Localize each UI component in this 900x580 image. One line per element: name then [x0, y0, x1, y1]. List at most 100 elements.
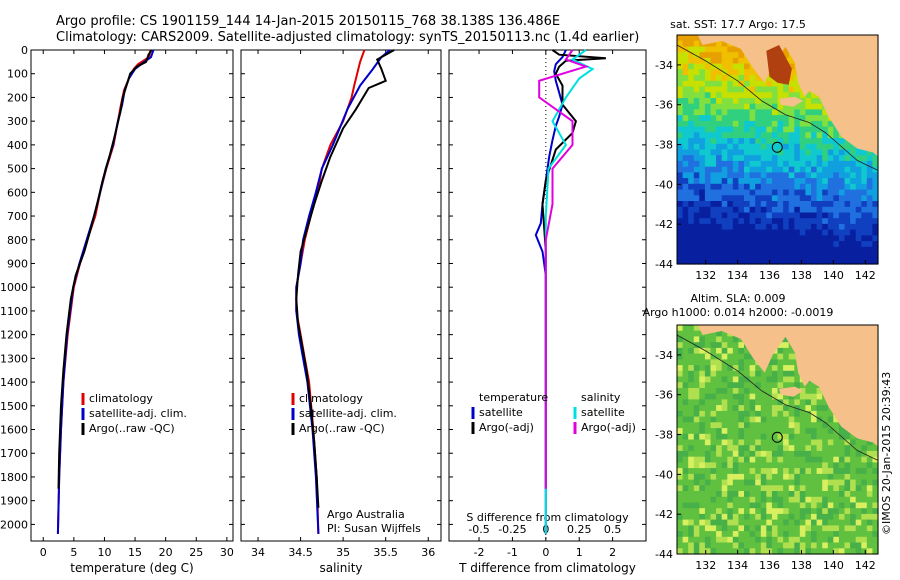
- salinity-series-climatology: [295, 49, 366, 534]
- depth-tick-label: 400: [7, 139, 28, 152]
- depth-tick-label: 1500: [0, 400, 28, 413]
- map-sst-xtick-label: 134: [727, 269, 748, 282]
- difference-xtick-label: 2: [609, 546, 616, 559]
- temperature-legend-label: satellite-adj. clim.: [89, 407, 187, 420]
- salinity-xtick-label: 34: [251, 546, 265, 559]
- temperature-series-argorawqc: [57, 49, 153, 489]
- map-sst-ytick-label: -34: [655, 59, 673, 72]
- map-sla-isobath: [676, 334, 879, 461]
- depth-tick-label: 1900: [0, 495, 28, 508]
- salinity-legend-label: climatology: [299, 392, 363, 405]
- temperature-xtick-label: 25: [189, 546, 203, 559]
- map-sla-xtick-label: 142: [855, 559, 876, 572]
- temperature-xlabel: temperature (deg C): [70, 561, 193, 575]
- salinity-series-argorawqc: [295, 49, 395, 508]
- difference-xtick-label: 0: [542, 546, 549, 559]
- depth-tick-label: 1400: [0, 376, 28, 389]
- salinity-xtick-label: 35.5: [373, 546, 398, 559]
- depth-tick-label: 0: [21, 44, 28, 57]
- salinity-diff-xlabel: S difference from climatology: [466, 511, 629, 524]
- depth-tick-label: 1300: [0, 352, 28, 365]
- map-sst-xtick-label: 138: [791, 269, 812, 282]
- map-sst-ytick-label: -38: [655, 139, 673, 152]
- map-sla-ytick-label: -44: [655, 548, 673, 561]
- salinity-xtick-label: 34.5: [288, 546, 313, 559]
- map-sst-gulf-warm: [766, 45, 792, 85]
- map-sst-xtick-label: 142: [855, 269, 876, 282]
- s-legend-label: satellite: [581, 406, 625, 419]
- depth-tick-label: 1000: [0, 281, 28, 294]
- depth-tick-label: 500: [7, 163, 28, 176]
- map-sla-argo-marker: [771, 431, 783, 443]
- pi-label: PI: Susan Wijffels: [327, 522, 421, 535]
- map-sla-ytick-label: -40: [655, 468, 673, 481]
- map-sst-ytick-label: -40: [655, 178, 673, 191]
- temperature-xtick-label: 0: [40, 546, 47, 559]
- t-legend-label: satellite: [479, 406, 523, 419]
- map-sst-argo-marker: [771, 141, 783, 153]
- depth-tick-label: 1200: [0, 329, 28, 342]
- map-sla-xtick-label: 132: [695, 559, 716, 572]
- salinity-legend-label: satellite-adj. clim.: [299, 407, 397, 420]
- map-sla-ytick-label: -36: [655, 389, 673, 402]
- depth-tick-label: 1700: [0, 447, 28, 460]
- difference-plot-frame: [448, 49, 647, 542]
- map-sst-ytick-label: -42: [655, 218, 673, 231]
- temperature-xtick-label: 30: [220, 546, 234, 559]
- temperature-xtick-label: 20: [159, 546, 173, 559]
- salinity-xtick-label: 36: [421, 546, 435, 559]
- salinity-diff-tick-label: 0.5: [604, 523, 622, 536]
- map-sla-xtick-label: 136: [759, 559, 780, 572]
- depth-tick-label: 800: [7, 234, 28, 247]
- map-sla-ytick-label: -34: [655, 349, 673, 362]
- imos-credit: ©IMOS 20-Jan-2015 20:39:43: [880, 371, 893, 535]
- temperature-legend-label: climatology: [89, 392, 153, 405]
- s-legend-label: salinity: [581, 391, 621, 404]
- map-sla-frame: [676, 324, 879, 555]
- depth-tick-label: 1100: [0, 305, 28, 318]
- depth-tick-label: 700: [7, 210, 28, 223]
- difference-xtick-label: -1: [507, 546, 518, 559]
- salinity-plot-frame: [240, 49, 442, 542]
- temperature-xtick-label: 10: [97, 546, 111, 559]
- difference-xlabel: T difference from climatology: [458, 561, 636, 575]
- depth-tick-label: 1800: [0, 471, 28, 484]
- salinity-xlabel: salinity: [319, 561, 362, 575]
- map-sla-kangaroo-island: [779, 386, 803, 397]
- map-sla-ytick-label: -42: [655, 508, 673, 521]
- depth-tick-label: 600: [7, 186, 28, 199]
- map-sst-xtick-label: 140: [823, 269, 844, 282]
- map-sla-xtick-label: 138: [791, 559, 812, 572]
- map-sst-frame: [676, 34, 879, 265]
- map-sst-land: [697, 35, 878, 157]
- difference-xtick-label: -2: [474, 546, 485, 559]
- temperature-legend-label: Argo(..raw -QC): [89, 422, 175, 435]
- t-legend-label: Argo(-adj): [479, 421, 534, 434]
- depth-tick-label: 100: [7, 68, 28, 81]
- sla-map-subtitle: Argo h1000: 0.014 h2000: -0.0019: [642, 306, 834, 319]
- salinity-diff-tick-label: 0.25: [567, 523, 592, 536]
- map-sla-xtick-label: 140: [823, 559, 844, 572]
- difference-series-argoadj: [538, 49, 590, 489]
- temperature-xtick-label: 15: [128, 546, 142, 559]
- difference-series-satellite: [534, 49, 567, 534]
- map-sst-xtick-label: 132: [695, 269, 716, 282]
- map-sst-ytick-label: -44: [655, 258, 673, 271]
- depth-tick-label: 200: [7, 91, 28, 104]
- argo-australia-label: Argo Australia: [327, 508, 405, 521]
- salinity-diff-tick-label: -0.5: [468, 523, 489, 536]
- s-legend-label: Argo(-adj): [581, 421, 636, 434]
- header-line-2: Climatology: CARS2009. Satellite-adjuste…: [56, 30, 640, 45]
- sst-map-title: sat. SST: 17.7 Argo: 17.5: [670, 18, 806, 31]
- depth-tick-label: 1600: [0, 424, 28, 437]
- depth-tick-label: 2000: [0, 518, 28, 531]
- depth-tick-label: 900: [7, 257, 28, 270]
- map-sla-land: [697, 325, 878, 447]
- map-sst-kangaroo-island: [779, 96, 803, 107]
- map-sla-ytick-label: -38: [655, 429, 673, 442]
- t-legend-label: temperature: [479, 391, 548, 404]
- temperature-xtick-label: 5: [70, 546, 77, 559]
- map-sst-xtick-label: 136: [759, 269, 780, 282]
- map-sla-xtick-label: 134: [727, 559, 748, 572]
